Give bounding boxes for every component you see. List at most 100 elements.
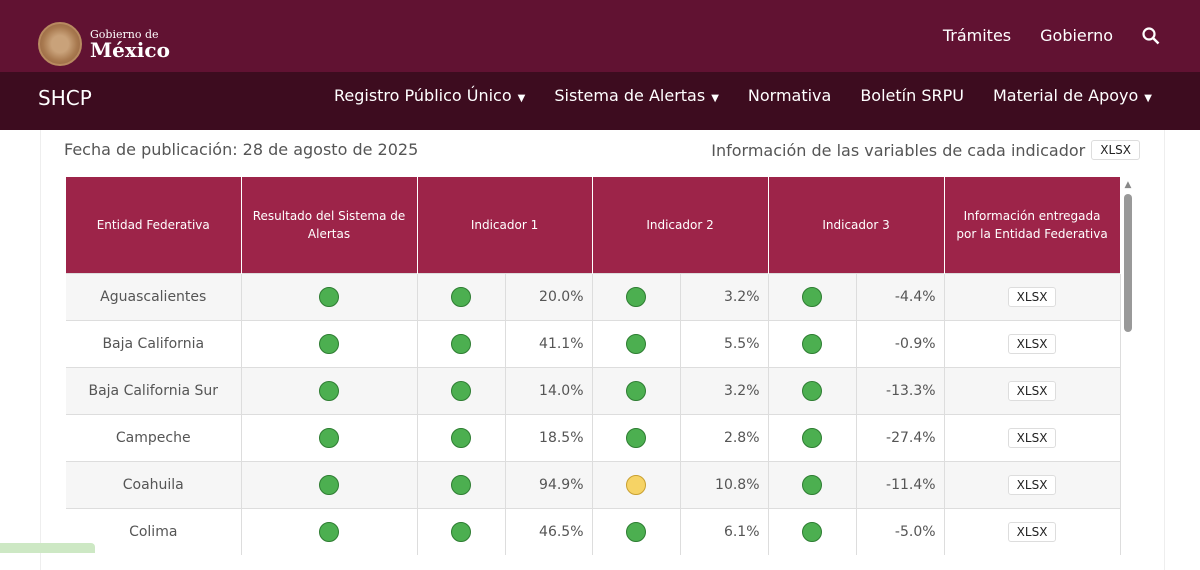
indicator2-value: 5.5% xyxy=(680,319,769,367)
header-resultado: Resultado del Sistema de Alertas xyxy=(241,177,418,273)
entity-xlsx-button[interactable]: XLSX xyxy=(1007,427,1057,448)
link-tramites[interactable]: Trámites xyxy=(942,26,1012,45)
indicator2-status xyxy=(592,413,681,461)
caret-down-icon: ▼ xyxy=(517,93,526,104)
nav-item-1[interactable]: Sistema de Alertas ▼ xyxy=(554,86,719,105)
file-cell: XLSX xyxy=(944,366,1121,414)
indicator2-value: 3.2% xyxy=(680,366,769,414)
green-status-dot-icon xyxy=(319,474,339,495)
indicator1-value: 41.1% xyxy=(505,319,593,367)
logo-line1: Gobierno de xyxy=(90,27,159,41)
table-row: Baja California 41.1% 5.5% -0.9% XLSX xyxy=(66,319,1121,367)
nav-item-4[interactable]: Material de Apoyo ▼ xyxy=(993,86,1152,105)
table-row: Aguascalientes 20.0% 3.2% -4.4% XLSX xyxy=(66,272,1121,320)
nav-item-label: Sistema de Alertas xyxy=(554,86,706,105)
entity-name: Baja California Sur xyxy=(66,366,242,414)
yellow-status-dot-icon xyxy=(626,474,647,495)
indicator3-status xyxy=(768,319,857,367)
entity-xlsx-button[interactable]: XLSX xyxy=(1007,286,1057,307)
search-icon[interactable] xyxy=(1142,26,1160,45)
indicator1-status xyxy=(417,507,506,555)
entity-name: Colima xyxy=(66,507,242,555)
header-informacion: Información entregada por la Entidad Fed… xyxy=(944,177,1121,273)
indicator3-status xyxy=(768,460,857,508)
link-gobierno[interactable]: Gobierno xyxy=(1040,26,1113,45)
entity-name: Baja California xyxy=(66,319,242,367)
indicator3-value: -4.4% xyxy=(856,272,945,320)
result-cell xyxy=(241,319,418,367)
publication-date: Fecha de publicación: 28 de agosto de 20… xyxy=(64,140,419,159)
green-status-dot-icon xyxy=(802,474,823,495)
indicator3-value: -11.4% xyxy=(856,460,945,508)
content-panel xyxy=(40,130,1165,570)
green-status-dot-icon xyxy=(802,380,823,401)
indicator2-status xyxy=(592,319,681,367)
entity-xlsx-button[interactable]: XLSX xyxy=(1007,380,1057,401)
variables-xlsx-button[interactable]: XLSX xyxy=(1091,140,1140,160)
result-cell xyxy=(241,460,418,508)
nav-item-2[interactable]: Normativa xyxy=(748,86,831,105)
green-status-dot-icon xyxy=(319,521,339,542)
caret-down-icon: ▼ xyxy=(1144,93,1152,104)
entity-xlsx-button[interactable]: XLSX xyxy=(1007,474,1057,495)
indicator1-value: 18.5% xyxy=(505,413,593,461)
entity-xlsx-button[interactable]: XLSX xyxy=(1007,333,1057,354)
table-scrollbar[interactable]: ▲ xyxy=(1122,180,1134,560)
scroll-up-arrow-icon[interactable]: ▲ xyxy=(1124,180,1132,190)
indicator3-status xyxy=(768,413,857,461)
file-cell: XLSX xyxy=(944,319,1121,367)
green-status-dot-icon xyxy=(626,333,647,354)
header-entidad: Entidad Federativa xyxy=(66,177,242,273)
result-cell xyxy=(241,366,418,414)
table-row: Colima 46.5% 6.1% -5.0% XLSX xyxy=(66,507,1121,555)
status-url-tooltip xyxy=(0,543,95,553)
file-cell: XLSX xyxy=(944,460,1121,508)
entity-name: Coahuila xyxy=(66,460,242,508)
indicator1-status xyxy=(417,460,506,508)
green-status-dot-icon xyxy=(451,286,471,307)
indicator2-value: 3.2% xyxy=(680,272,769,320)
green-status-dot-icon xyxy=(802,286,823,307)
nav-item-0[interactable]: Registro Público Único ▼ xyxy=(334,86,525,105)
header-indicador-3: Indicador 3 xyxy=(768,177,945,273)
green-status-dot-icon xyxy=(626,427,647,448)
nav-item-label: Normativa xyxy=(747,86,832,105)
indicator1-status xyxy=(417,272,506,320)
main-nav: SHCP Registro Público Único ▼ Sistema de A… xyxy=(0,72,1200,130)
indicator1-value: 46.5% xyxy=(505,507,593,555)
green-status-dot-icon xyxy=(319,286,339,307)
logo-line2: México xyxy=(90,37,170,62)
header-indicador-2: Indicador 2 xyxy=(592,177,769,273)
green-status-dot-icon xyxy=(451,380,471,401)
brand-shcp[interactable]: SHCP xyxy=(38,86,92,110)
result-cell xyxy=(241,272,418,320)
green-status-dot-icon xyxy=(802,427,823,448)
nav-item-3[interactable]: Boletín SRPU xyxy=(860,86,964,105)
table-row: Baja California Sur 14.0% 3.2% -13.3% XL… xyxy=(66,366,1121,414)
green-status-dot-icon xyxy=(626,380,647,401)
indicator3-status xyxy=(768,366,857,414)
scrollbar-thumb[interactable] xyxy=(1124,194,1132,332)
indicator2-status xyxy=(592,366,681,414)
indicator2-status xyxy=(592,460,681,508)
top-header: Gobierno de México Trámites Gobierno xyxy=(0,0,1200,72)
green-status-dot-icon xyxy=(451,521,471,542)
variables-info-label: Información de las variables de cada ind… xyxy=(711,140,1086,160)
entity-name: Aguascalientes xyxy=(66,272,242,320)
green-status-dot-icon xyxy=(802,521,823,542)
file-cell: XLSX xyxy=(944,413,1121,461)
indicator1-value: 20.0% xyxy=(505,272,593,320)
indicator3-value: -27.4% xyxy=(856,413,945,461)
indicator2-status xyxy=(592,272,681,320)
indicator2-value: 6.1% xyxy=(680,507,769,555)
indicator3-value: -5.0% xyxy=(856,507,945,555)
green-status-dot-icon xyxy=(626,286,647,307)
green-status-dot-icon xyxy=(319,427,339,448)
header-indicador-1: Indicador 1 xyxy=(417,177,593,273)
coat-of-arms-icon xyxy=(38,22,82,66)
entity-xlsx-button[interactable]: XLSX xyxy=(1007,521,1057,542)
green-status-dot-icon xyxy=(451,333,471,354)
gobierno-logo[interactable]: Gobierno de México xyxy=(38,22,170,66)
nav-item-label: Boletín SRPU xyxy=(860,86,964,105)
file-cell: XLSX xyxy=(944,272,1121,320)
